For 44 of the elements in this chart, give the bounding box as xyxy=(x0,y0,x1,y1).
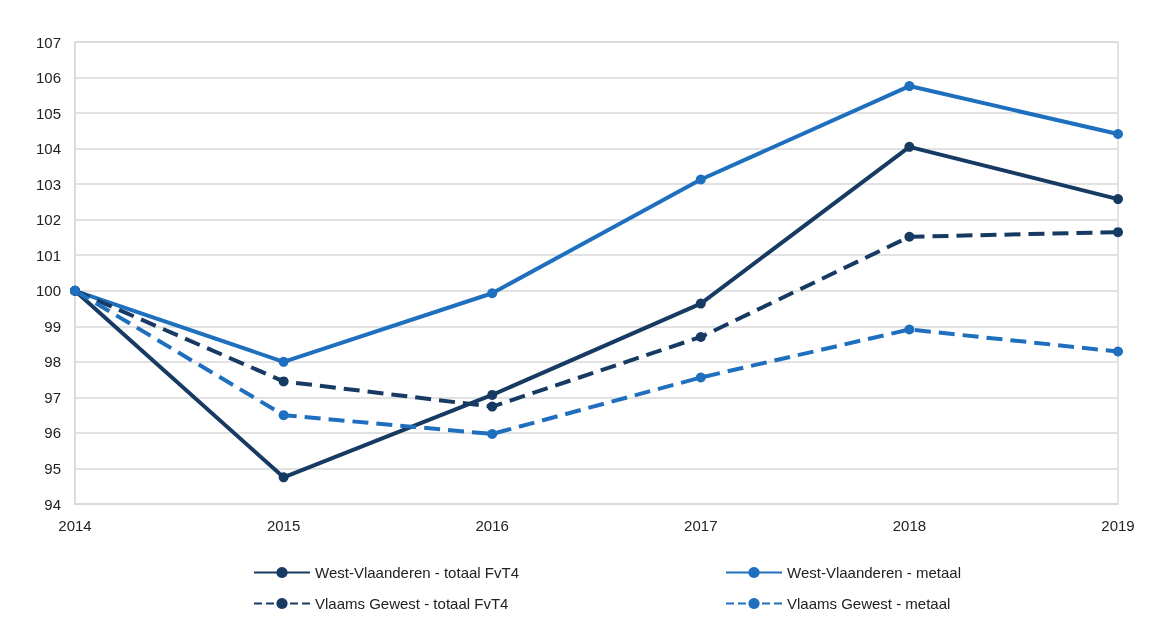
point xyxy=(278,356,289,367)
point xyxy=(904,231,915,242)
point xyxy=(487,401,498,412)
point xyxy=(1113,346,1123,357)
point xyxy=(695,174,706,185)
legend-label: Vlaams Gewest - totaal FvT4 xyxy=(315,595,509,612)
y-tick-label: 103 xyxy=(35,175,61,193)
point xyxy=(278,472,289,483)
legend-label: West-Vlaanderen - metaal xyxy=(787,564,961,581)
point xyxy=(695,298,706,309)
point xyxy=(1113,129,1123,140)
point xyxy=(1113,227,1123,238)
y-tick-label: 106 xyxy=(35,69,61,87)
y-tick-label: 96 xyxy=(44,424,61,442)
x-tick-label: 2017 xyxy=(684,517,718,534)
point xyxy=(487,389,498,400)
point xyxy=(904,141,915,152)
y-tick-label: 104 xyxy=(35,140,61,158)
legend-label: Vlaams Gewest - metaal xyxy=(787,595,951,612)
x-tick-label: 2014 xyxy=(58,517,92,534)
y-tick-label: 97 xyxy=(44,388,61,406)
x-tick-label: 2015 xyxy=(266,517,301,534)
y-tick-label: 100 xyxy=(35,282,61,300)
point xyxy=(487,288,498,299)
x-tick-label: 2016 xyxy=(475,517,509,534)
point xyxy=(1113,194,1123,205)
point xyxy=(487,428,498,439)
y-tick-label: 101 xyxy=(35,246,61,264)
y-tick-label: 107 xyxy=(35,33,61,51)
point xyxy=(278,410,289,421)
point xyxy=(695,372,706,383)
y-tick-label: 94 xyxy=(44,495,61,513)
y-tick-label: 99 xyxy=(44,317,61,335)
legend-label: West-Vlaanderen - totaal FvT4 xyxy=(315,564,519,581)
y-tick-label: 102 xyxy=(35,211,61,229)
y-tick-label: 98 xyxy=(44,353,61,371)
point xyxy=(278,376,289,387)
x-tick-label: 2019 xyxy=(1101,517,1135,534)
y-tick-label: 105 xyxy=(35,104,61,122)
point xyxy=(904,81,915,92)
point xyxy=(904,324,915,335)
x-tick-label: 2018 xyxy=(892,517,927,534)
point xyxy=(695,331,706,342)
y-tick-label: 95 xyxy=(44,459,61,477)
